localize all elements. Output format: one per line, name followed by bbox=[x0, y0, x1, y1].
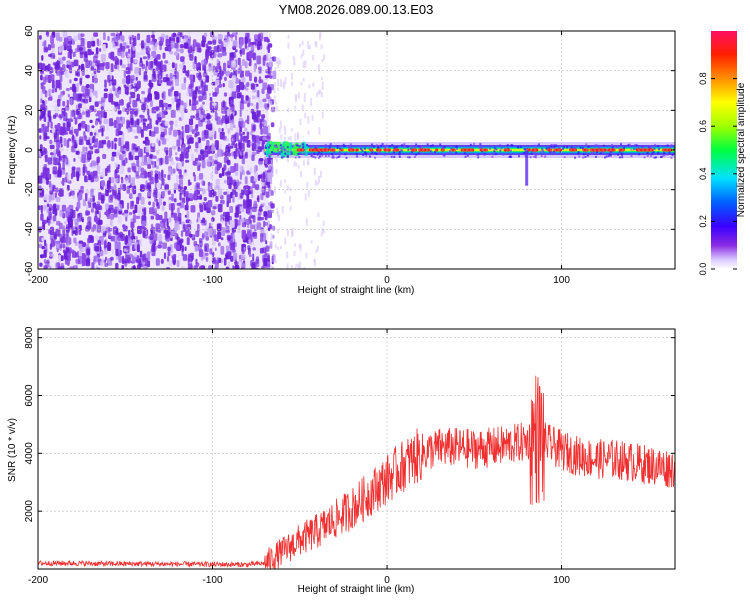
snr-series-line bbox=[37, 375, 676, 569]
colorbar-tick-label: 0.6 bbox=[698, 120, 708, 133]
colorbar-tick-label: 0.4 bbox=[698, 168, 708, 181]
snr-ticks: -200 -100 0 100 2000 4000 6000 8000 bbox=[24, 326, 675, 586]
snr-y-tick-label: 8000 bbox=[24, 326, 35, 349]
colorbar: 0.0 0.2 0.4 0.6 0.8 Normalized spectral ampl… bbox=[698, 31, 747, 275]
snr-ylabel: SNR (10 * v/v) bbox=[7, 418, 18, 482]
spectrogram-y-tick-label: -20 bbox=[24, 182, 35, 197]
colorbar-ticks: 0.0 0.2 0.4 0.6 0.8 bbox=[698, 72, 737, 275]
spectrogram-y-tick-label: 0 bbox=[24, 147, 35, 153]
spectrogram-y-tick-label: 40 bbox=[24, 65, 35, 77]
spectrogram-y-tick-label: 20 bbox=[24, 104, 35, 116]
spectrogram-y-tick-label: -60 bbox=[24, 261, 35, 276]
spectrogram-heatmap bbox=[38, 31, 675, 269]
spectrogram-x-tick-label: -100 bbox=[203, 275, 223, 286]
colorbar-tick-label: 0.8 bbox=[698, 72, 708, 85]
figure-title: YM08.2026.089.00.13.E03 bbox=[279, 2, 434, 17]
colorbar-gradient bbox=[711, 31, 737, 269]
colorbar-tick-label: 0.0 bbox=[698, 263, 708, 276]
colorbar-tick-label: 0.2 bbox=[698, 215, 708, 228]
spectrogram-y-tick-label: -40 bbox=[24, 222, 35, 237]
snr-x-tick-label: -200 bbox=[28, 575, 48, 586]
snr-x-tick-label: -100 bbox=[203, 575, 223, 586]
snr-y-tick-label: 4000 bbox=[24, 442, 35, 465]
colorbar-label: Normalized spectral amplitude bbox=[736, 82, 747, 217]
snr-y-tick-label: 2000 bbox=[24, 500, 35, 523]
snr-frame bbox=[37, 328, 676, 570]
spectrogram-x-tick-label: 100 bbox=[553, 275, 570, 286]
snr-xlabel: Height of straight line (km) bbox=[298, 584, 415, 595]
spectrogram-xlabel: Height of straight line (km) bbox=[298, 285, 415, 296]
spectrogram-y-tick-label: 60 bbox=[24, 25, 35, 37]
snr-panel: -200 -100 0 100 2000 4000 6000 8000 Height of s… bbox=[7, 326, 676, 595]
snr-x-tick-label: 0 bbox=[384, 575, 390, 586]
spectrogram-ylabel: Frequency (Hz) bbox=[7, 116, 18, 185]
snr-y-tick-label: 6000 bbox=[24, 384, 35, 407]
snr-x-tick-label: 100 bbox=[553, 575, 570, 586]
spectrogram-x-tick-label: 0 bbox=[384, 275, 390, 286]
spectrogram-x-tick-label: -200 bbox=[28, 275, 48, 286]
